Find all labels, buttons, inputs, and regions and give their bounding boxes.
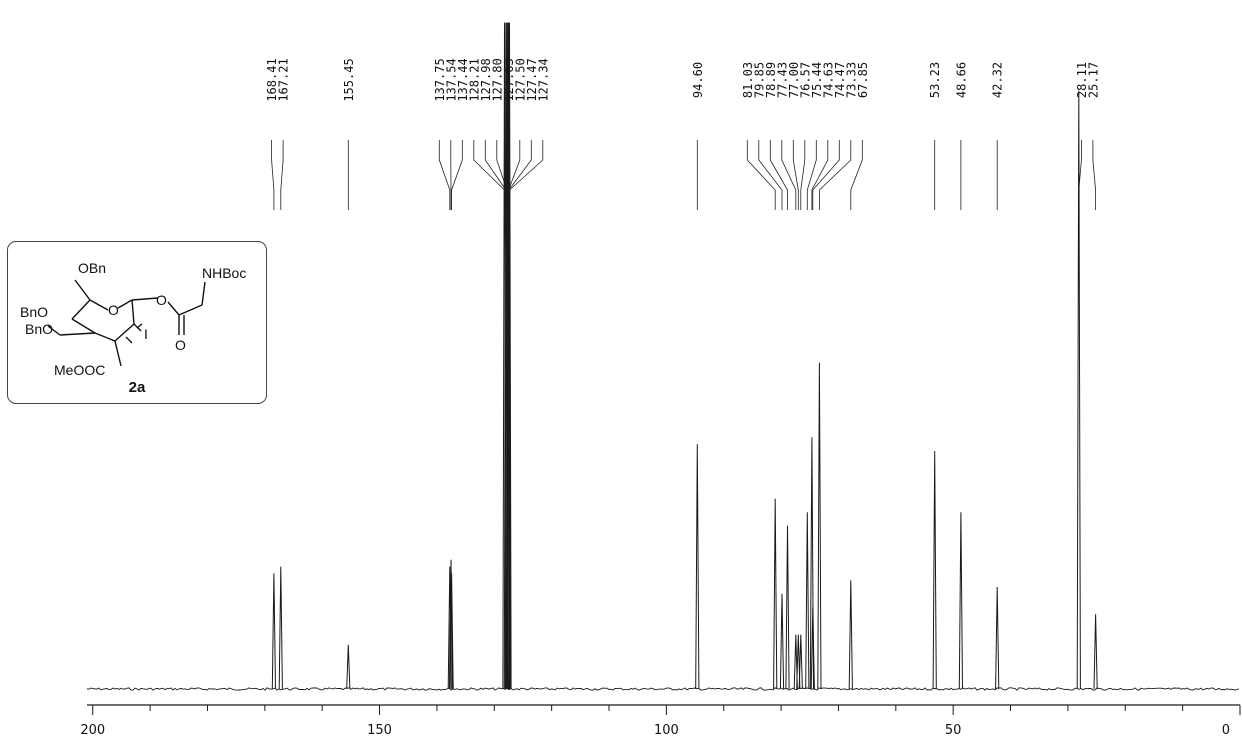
peak-11	[506, 22, 511, 690]
peak-label: 167.21	[277, 58, 291, 101]
peak-20	[805, 512, 810, 690]
iodo-label: I	[144, 326, 148, 342]
label-connector	[792, 140, 799, 210]
peak-label: 81.03	[741, 62, 755, 98]
axis-tick-label: 0	[1222, 723, 1230, 738]
label-connector	[746, 140, 776, 210]
peak-4	[448, 559, 454, 690]
obn-6-label: OBn	[78, 260, 106, 276]
peak-label: 128.21	[467, 58, 481, 101]
ester-oxygen-label: O	[156, 292, 167, 308]
meooc-label: MeOOC	[54, 362, 105, 378]
peak-29	[1093, 614, 1098, 690]
peak-label: 79.85	[752, 62, 766, 98]
ppm-axis: 200 150 100 50 0	[80, 704, 1241, 738]
structure-inset: OBn BnO BnO MeOOC O O O I NHBoc 2a	[7, 241, 267, 404]
peak-13	[695, 444, 700, 690]
peak-label: 76.57	[798, 62, 812, 98]
compound-label: 2a	[128, 379, 146, 396]
label-connector	[811, 140, 829, 210]
label-connector	[1092, 140, 1096, 210]
nhboc-label: NHBoc	[202, 265, 246, 281]
peak-0	[271, 573, 276, 690]
bno-3-label: BnO	[25, 321, 53, 337]
peak-28	[1076, 90, 1081, 690]
peak-label: 155.45	[342, 58, 356, 101]
label-connector	[271, 140, 275, 210]
axis-tick-label: 200	[80, 723, 105, 738]
peak-5	[449, 573, 454, 690]
peak-label-connectors	[271, 140, 1096, 210]
label-connector	[769, 140, 788, 210]
label-connector	[280, 140, 284, 210]
axis-tick-label: 150	[367, 723, 392, 738]
label-connector	[781, 140, 797, 210]
bno-4-label: BnO	[20, 304, 48, 320]
label-connector	[473, 140, 505, 210]
peak-label: 25.17	[1086, 62, 1100, 98]
peak-14	[773, 498, 778, 690]
peak-label: 67.85	[856, 62, 870, 98]
peak-label: 74.47	[833, 62, 847, 98]
peak-24	[848, 580, 853, 690]
ring-oxygen-label: O	[108, 302, 119, 318]
peak-9	[505, 22, 510, 690]
peak-25	[932, 450, 937, 690]
peak-label: 77.43	[775, 62, 789, 98]
peak-27	[995, 586, 1000, 690]
peak-label: 78.89	[764, 62, 778, 98]
peak-label: 53.23	[928, 62, 942, 98]
peak-label: 127.34	[536, 58, 550, 101]
peak-label: 28.11	[1075, 62, 1089, 98]
label-connector	[800, 140, 806, 210]
peak-label: 42.32	[991, 62, 1005, 98]
peak-label: 127.47	[525, 58, 539, 101]
peak-label: 137.75	[433, 58, 447, 101]
peak-23	[817, 362, 822, 690]
peak-label: 127.50	[513, 58, 527, 101]
label-connector	[484, 140, 507, 210]
peak-2	[346, 644, 351, 690]
peak-19	[798, 634, 803, 690]
carbonyl-oxygen-label: O	[175, 337, 186, 353]
peak-22	[810, 607, 815, 690]
peak-label: 48.66	[954, 62, 968, 98]
peak-label: 77.00	[787, 62, 801, 98]
label-connector	[812, 140, 840, 210]
spectrum-trace	[86, 687, 1240, 691]
peak-label: 137.54	[444, 58, 458, 101]
label-connector	[819, 140, 852, 210]
peak-21	[809, 437, 814, 690]
peak-26	[958, 512, 963, 690]
peak-label: 73.33	[844, 62, 858, 98]
label-connector	[758, 140, 783, 210]
peak-label: 168.41	[265, 58, 279, 101]
label-connector	[850, 140, 863, 210]
peak-12	[507, 22, 512, 690]
peak-label: 127.98	[479, 58, 493, 101]
peak-label: 94.60	[691, 62, 705, 98]
peak-15	[779, 593, 785, 690]
peak-label: 74.63	[821, 62, 835, 98]
label-connector	[451, 140, 463, 210]
peak-label: 137.44	[456, 58, 470, 101]
axis-tick-label: 100	[654, 723, 679, 738]
label-connector	[806, 140, 817, 210]
spectrum-peaks	[271, 22, 1098, 690]
label-connector	[438, 140, 451, 210]
peak-16	[785, 525, 790, 690]
peak-1	[278, 566, 283, 690]
peak-label: 127.80	[490, 58, 504, 101]
axis-tick-label: 50	[945, 723, 962, 738]
chemical-structure: OBn BnO BnO MeOOC O O O I NHBoc	[20, 260, 246, 378]
peak-label: 75.44	[810, 62, 824, 98]
